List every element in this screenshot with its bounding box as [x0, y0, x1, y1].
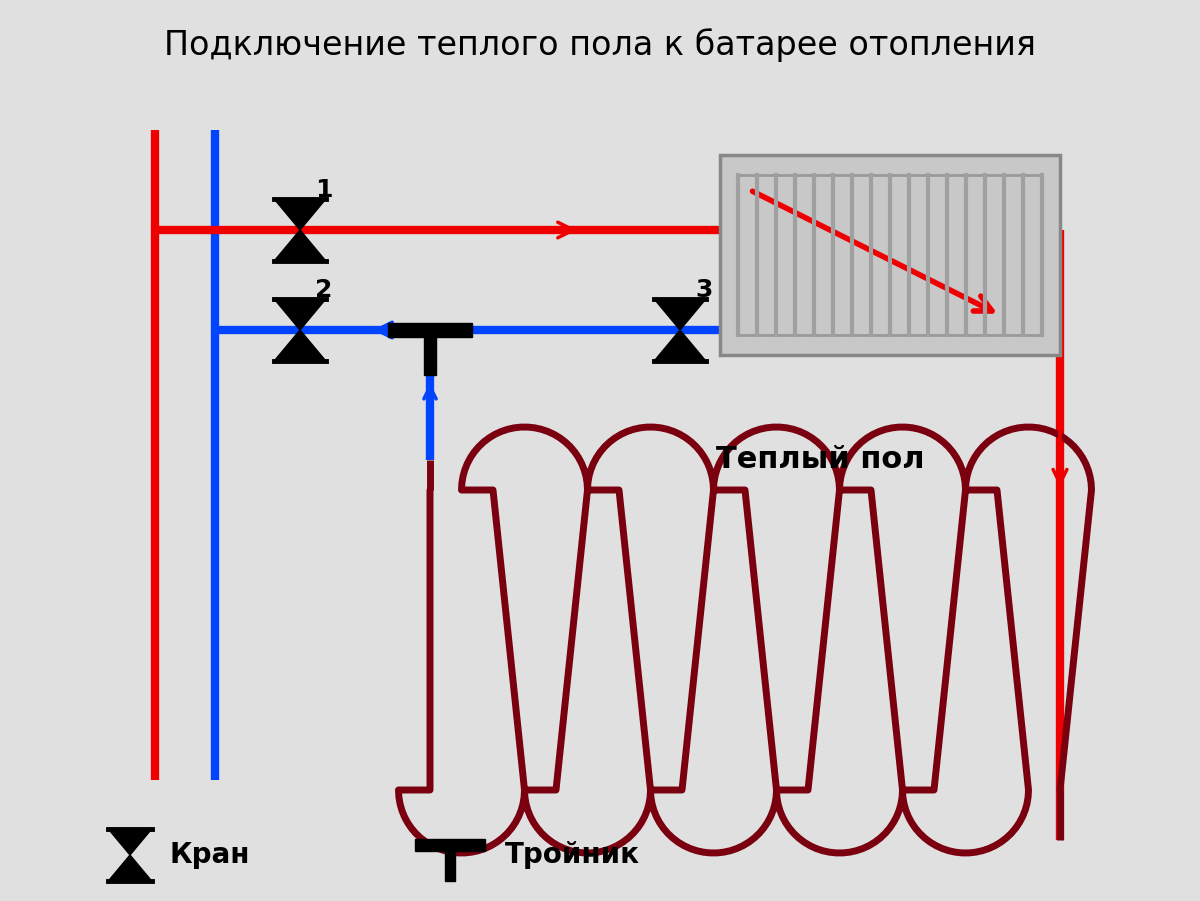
- Text: 3: 3: [695, 278, 713, 302]
- Bar: [445, 851, 455, 881]
- Polygon shape: [108, 829, 152, 855]
- Text: 1: 1: [314, 178, 332, 202]
- Polygon shape: [108, 855, 152, 881]
- Polygon shape: [274, 330, 326, 361]
- Bar: [388, 323, 472, 337]
- Polygon shape: [274, 199, 326, 230]
- Text: Подключение теплого пола к батарее отопления: Подключение теплого пола к батарее отопл…: [164, 28, 1036, 62]
- Text: Тройник: Тройник: [505, 841, 640, 869]
- Polygon shape: [654, 299, 706, 330]
- Polygon shape: [274, 299, 326, 330]
- Bar: [424, 337, 436, 375]
- Bar: [415, 839, 485, 851]
- Polygon shape: [654, 330, 706, 361]
- Polygon shape: [274, 230, 326, 261]
- Text: Кран: Кран: [170, 841, 251, 869]
- Text: Теплый пол: Теплый пол: [715, 445, 924, 475]
- Text: 2: 2: [314, 278, 332, 302]
- Bar: [720, 155, 1060, 355]
